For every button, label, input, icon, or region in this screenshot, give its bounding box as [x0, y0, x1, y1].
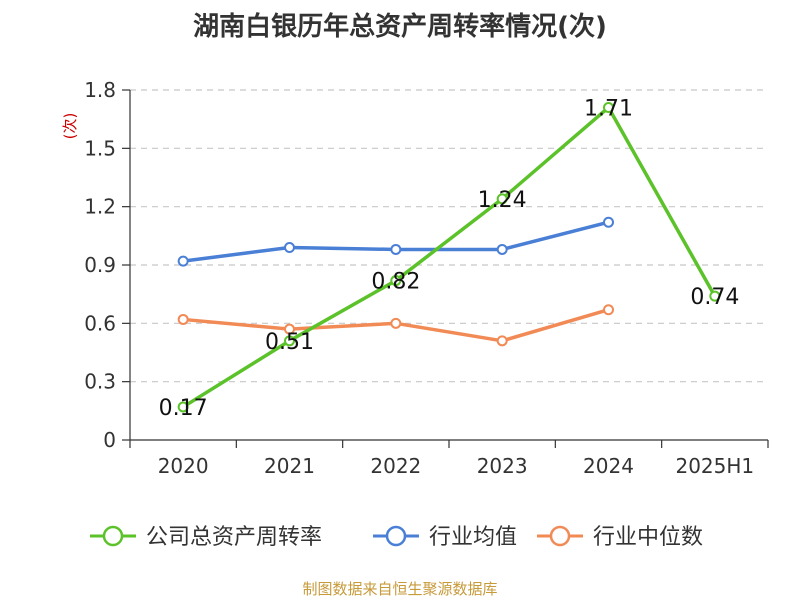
data-point	[284, 242, 295, 253]
chart-title: 湖南白银历年总资产周转率情况(次)	[193, 12, 607, 42]
data-label: 0.82	[371, 270, 420, 295]
data-labels: 0.17 0.51 0.82 1.24 1.71 0.74	[159, 97, 740, 421]
data-point	[390, 317, 402, 329]
data-point	[177, 401, 189, 413]
data-point	[496, 193, 508, 205]
tick-labels: 0 0.3 0.6 0.9 1.2 1.5 1.8 2020 2021 2022 2023 2024 2…	[61, 78, 754, 478]
y-tick-label: 0.3	[84, 370, 116, 394]
data-point	[177, 255, 189, 267]
data-point	[390, 275, 402, 287]
x-tick-label: 2022	[370, 454, 421, 478]
grid-lines	[130, 89, 768, 383]
x-tick-label: 2024	[583, 454, 634, 478]
data-label: 0.17	[159, 396, 208, 421]
y-tick-label: 0.6	[84, 311, 116, 335]
legend-label: 行业均值	[429, 525, 517, 550]
data-point	[390, 243, 402, 255]
legend-marker	[385, 525, 407, 547]
legend-marker	[549, 525, 571, 547]
x-tick-label: 2023	[477, 454, 528, 478]
data-point	[496, 335, 508, 347]
x-tick-label: 2020	[158, 454, 209, 478]
legend-label: 公司总资产周转率	[146, 525, 322, 550]
data-point	[603, 304, 614, 316]
data-point	[284, 335, 295, 347]
data-point	[496, 243, 508, 255]
axes	[122, 89, 769, 448]
series-line-0	[181, 105, 717, 409]
data-point	[603, 216, 614, 228]
data-label: 1.71	[584, 97, 633, 122]
data-label: 0.74	[690, 285, 739, 310]
y-tick-label: 1.2	[84, 195, 116, 219]
source-note: 制图数据来自恒生聚源数据库	[302, 580, 498, 598]
legend-label: 行业中位数	[593, 525, 703, 550]
data-point	[709, 290, 721, 302]
data-point	[603, 102, 614, 113]
legend-marker	[102, 525, 124, 547]
y-tick-label: 1.8	[84, 78, 116, 102]
series-lines	[177, 102, 721, 413]
x-tick-label: 2021	[264, 454, 315, 478]
series-line-1	[181, 220, 611, 263]
y-tick-label: 1.5	[84, 136, 116, 160]
legend: 公司总资产周转率 行业均值 行业中位数	[90, 525, 703, 550]
x-tick-label: 2025H1	[675, 454, 754, 478]
y-tick-label: 0.9	[84, 253, 116, 277]
data-label: 1.24	[478, 188, 527, 213]
y-axis-label: (次)	[61, 113, 79, 140]
data-label: 0.51	[265, 330, 314, 355]
data-point	[284, 323, 295, 335]
y-tick-label: 0	[103, 428, 116, 452]
data-point	[177, 313, 189, 325]
